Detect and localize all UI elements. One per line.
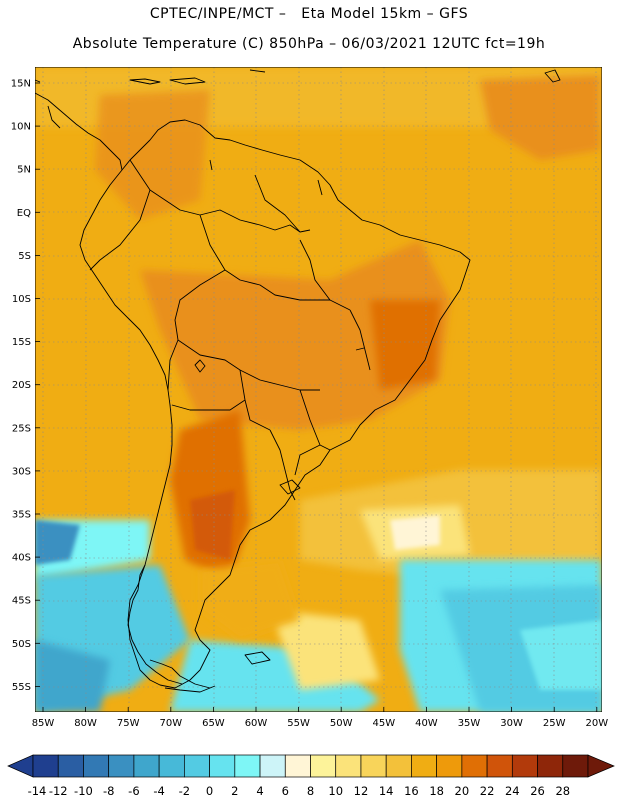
lon-label: 20W: [585, 718, 608, 729]
colorbar: -14 -12 -10 -8 -6 -4 -2 0 2 4 6 8 10 12 14 16 18 20 22 24 26…: [7, 754, 615, 798]
colorbar-label: 14: [379, 784, 394, 798]
lat-label: 15S: [12, 337, 31, 348]
colorbar-label: -2: [179, 784, 190, 798]
lon-label: 75W: [117, 718, 140, 729]
lat-label: 25S: [12, 423, 31, 434]
colorbar-swatch: [57, 754, 84, 778]
colorbar-label: 0: [206, 784, 213, 798]
colorbar-swatch: [511, 754, 538, 778]
colorbar-swatch: [335, 754, 362, 778]
lon-label: 70W: [159, 718, 182, 729]
colorbar-swatch: [158, 754, 185, 778]
colorbar-swatch: [486, 754, 513, 778]
colorbar-min-arrow: [7, 754, 34, 778]
colorbar-swatch: [32, 754, 59, 778]
lat-lon-grid: [35, 67, 602, 712]
lat-label: 10N: [11, 122, 31, 133]
lat-label: 5S: [18, 251, 31, 262]
lon-label: 25W: [543, 718, 566, 729]
colorbar-swatch: [184, 754, 210, 778]
colorbar-label: 16: [404, 784, 419, 798]
lat-label: 5N: [17, 165, 31, 176]
colorbar-swatch: [310, 754, 337, 778]
colorbar-label: -4: [153, 784, 164, 798]
colorbar-label: -6: [128, 784, 139, 798]
colorbar-swatch: [259, 754, 286, 778]
colorbar-label: 10: [328, 784, 343, 798]
map-title-line-1: CPTEC/INPE/MCT – Eta Model 15km – GFS: [149, 6, 469, 22]
colorbar-label: -14: [28, 784, 47, 798]
lat-label: 45S: [12, 596, 31, 607]
lon-label: 40W: [415, 718, 438, 729]
lat-label: 30S: [12, 466, 31, 477]
colorbar-swatch: [284, 754, 311, 778]
lon-label: 50W: [330, 718, 353, 729]
lat-label: 15N: [11, 79, 31, 90]
colorbar-label: 26: [530, 784, 545, 798]
colorbar-max-arrow: [587, 754, 615, 778]
lat-label: 35S: [12, 510, 31, 521]
lat-label: EQ: [17, 208, 31, 219]
colorbar-label: 20: [455, 784, 470, 798]
colorbar-swatch: [83, 754, 110, 778]
colorbar-label: -10: [74, 784, 93, 798]
colorbar-swatch: [461, 754, 488, 778]
colorbar-label: -12: [49, 784, 68, 798]
colorbar-swatch: [411, 754, 437, 778]
lon-label: 55W: [287, 718, 310, 729]
colorbar-swatch: [108, 754, 135, 778]
colorbar-label: 22: [480, 784, 495, 798]
map-title-line-2: Absolute Temperature (C) 850hPa – 06/03/…: [72, 36, 546, 52]
colorbar-label: 24: [505, 784, 520, 798]
lat-label: 55S: [12, 682, 31, 693]
lon-label: 30W: [500, 718, 523, 729]
colorbar-label: 2: [231, 784, 238, 798]
lat-label: 10S: [12, 294, 31, 305]
lat-label: 20S: [12, 380, 31, 391]
lon-label: 80W: [74, 718, 97, 729]
colorbar-label: 4: [256, 784, 263, 798]
colorbar-swatch: [436, 754, 463, 778]
colorbar-label: 12: [354, 784, 369, 798]
colorbar-swatch: [209, 754, 236, 778]
lon-label: 35W: [458, 718, 481, 729]
colorbar-swatch: [385, 754, 412, 778]
temperature-field: [35, 67, 602, 712]
longitude-axis-labels: 85W 80W 75W 70W 65W 60W 55W 50W 45W 40W 35W 30W 25W 2…: [32, 707, 608, 729]
lon-label: 45W: [372, 718, 395, 729]
latitude-axis-labels: 15N 10N 5N EQ 5S 10S 15S 20S 25S 30S 35S 40S 45S 50S 5…: [11, 79, 40, 693]
colorbar-swatch: [537, 754, 564, 778]
colorbar-label: 18: [429, 784, 444, 798]
colorbar-label: 6: [282, 784, 289, 798]
lat-label: 40S: [12, 553, 31, 564]
colorbar-label: 8: [307, 784, 314, 798]
lon-label: 60W: [245, 718, 268, 729]
colorbar-label: -8: [103, 784, 114, 798]
colorbar-swatch: [360, 754, 387, 778]
coastlines-and-borders: [35, 69, 561, 693]
lon-label: 65W: [202, 718, 225, 729]
colorbar-swatch: [234, 754, 261, 778]
lat-label: 50S: [12, 639, 31, 650]
colorbar-label: 28: [555, 784, 570, 798]
colorbar-swatch: [133, 754, 160, 778]
colorbar-swatch: [562, 754, 589, 778]
lon-label: 85W: [32, 718, 55, 729]
